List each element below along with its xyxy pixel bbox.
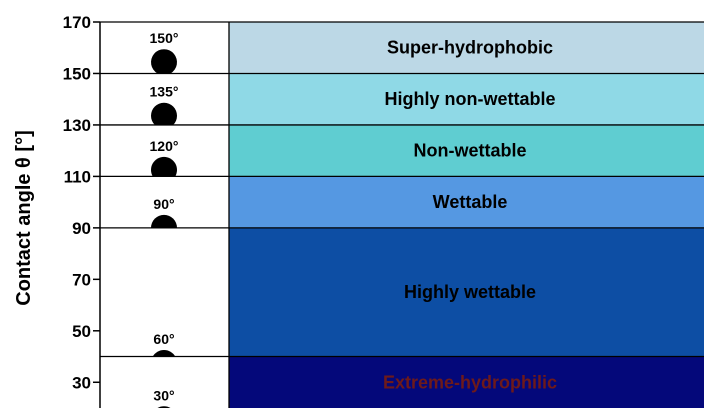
band-3 [229, 176, 704, 228]
y-tick-label-170: 170 [63, 13, 91, 32]
droplets-layer: 150° 135° 120° 90° 60° 30° [150, 30, 179, 408]
y-tick-label-70: 70 [72, 270, 91, 289]
y-axis: 30 50 70 90 110 130 150 170 [63, 13, 101, 408]
y-tick-label-50: 50 [72, 322, 91, 341]
band-label-1: Highly non-wettable [385, 89, 556, 109]
band-label-4: Highly wettable [404, 282, 536, 302]
droplet-angle-label-5: 30° [153, 387, 174, 403]
droplet-1 [151, 102, 178, 125]
y-tick-label-30: 30 [72, 373, 91, 392]
droplet-angle-label-3: 90° [153, 196, 174, 212]
droplet-angle-label-1: 135° [150, 84, 179, 100]
band-2 [229, 124, 704, 177]
band-label-5: Extreme-hydrophilic [383, 372, 557, 392]
band-label-0: Super-hydrophobic [387, 38, 553, 58]
droplet-3 [151, 214, 177, 228]
bands-layer: Super-hydrophobic Highly non-wettable Non-… [100, 21, 704, 408]
y-tick-label-90: 90 [72, 219, 91, 238]
y-tick-label-150: 150 [63, 64, 91, 83]
y-tick-label-110: 110 [64, 167, 91, 186]
droplet-angle-label-2: 120° [150, 138, 179, 154]
band-0 [229, 22, 704, 74]
droplet-0 [151, 49, 177, 74]
band-5 [229, 356, 704, 408]
y-tick-label-130: 130 [63, 116, 91, 135]
band-1 [229, 73, 704, 125]
droplet-angle-label-4: 60° [153, 331, 174, 347]
droplet-angle-label-0: 150° [150, 30, 179, 46]
band-label-3: Wettable [433, 192, 508, 212]
droplet-2 [151, 156, 177, 177]
band-label-2: Non-wettable [413, 141, 526, 161]
y-axis-label: Contact angle θ [°] [13, 130, 35, 305]
droplet-4 [152, 350, 176, 357]
band-4 [229, 227, 704, 357]
